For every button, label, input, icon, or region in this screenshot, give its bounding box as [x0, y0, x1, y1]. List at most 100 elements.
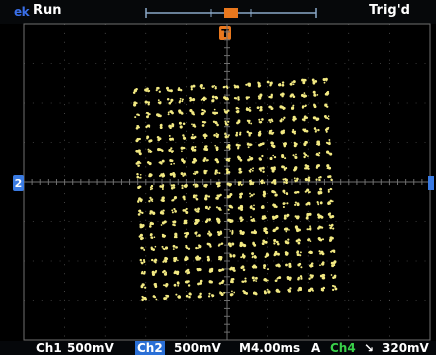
constellation-dot — [235, 106, 239, 110]
constellation-dot — [204, 97, 207, 101]
constellation-dot — [240, 266, 243, 269]
constellation-dot — [296, 217, 298, 220]
constellation-dot — [171, 199, 174, 202]
constellation-dot — [242, 289, 245, 293]
ch2-label[interactable]: Ch2 — [135, 341, 165, 355]
right-level-marker — [428, 176, 434, 190]
constellation-dot — [307, 191, 310, 194]
constellation-dot — [267, 279, 269, 282]
constellation-dot — [169, 137, 172, 141]
constellation-dot — [171, 123, 175, 127]
constellation-dot — [297, 263, 300, 266]
constellation-dot — [248, 121, 251, 124]
timebase-readout[interactable]: M4.00ms — [239, 341, 301, 355]
constellation-dot — [280, 93, 283, 96]
constellation-dot — [284, 144, 287, 147]
constellation-dot — [253, 204, 255, 207]
constellation-dot — [139, 173, 142, 176]
constellation-dot — [165, 271, 168, 274]
constellation-dot — [283, 192, 286, 194]
constellation-dot — [238, 156, 241, 160]
constellation-dot — [153, 236, 156, 239]
constellation-dot — [141, 224, 145, 227]
constellation-dot — [319, 188, 322, 191]
constellation-dot — [157, 148, 161, 152]
constellation-dot — [200, 83, 203, 87]
constellation-dot — [296, 202, 299, 205]
constellation-dot — [147, 114, 150, 116]
ch1-label[interactable]: Ch1 — [36, 341, 62, 355]
constellation-dot — [295, 179, 299, 182]
constellation-dot — [184, 232, 188, 235]
constellation-dot — [266, 252, 269, 256]
constellation-dot — [285, 192, 289, 195]
constellation-dot — [218, 268, 222, 272]
constellation-dot — [215, 196, 218, 200]
constellation-dot — [194, 145, 197, 149]
acquisition-status[interactable]: Run — [33, 3, 62, 18]
record-position-bar[interactable] — [145, 8, 317, 18]
constellation-dot — [206, 159, 209, 162]
constellation-dot — [203, 170, 207, 173]
constellation-dot — [299, 251, 302, 254]
constellation-dot — [305, 203, 308, 206]
constellation-dot — [294, 156, 298, 159]
constellation-dot — [246, 142, 250, 146]
constellation-dot — [285, 181, 288, 185]
constellation-dot — [270, 107, 273, 110]
constellation-dot — [177, 284, 180, 287]
constellation-dot — [294, 203, 297, 206]
constellation-dot — [318, 152, 321, 154]
constellation-dot — [259, 130, 262, 133]
constellation-dot — [225, 134, 228, 137]
constellation-dot — [142, 296, 145, 299]
constellation-dot — [215, 206, 219, 209]
constellation-dot — [207, 295, 211, 298]
constellation-dot — [175, 293, 178, 296]
constellation-dot — [247, 158, 251, 162]
constellation-dot — [166, 86, 169, 90]
constellation-dot — [177, 88, 180, 92]
constellation-dot — [215, 135, 219, 138]
constellation-dot — [284, 157, 287, 160]
constellation-dot — [181, 184, 184, 187]
constellation-dot — [249, 106, 251, 109]
constellation-dot — [269, 81, 273, 85]
constellation-dot — [195, 197, 199, 201]
constellation-dot — [294, 179, 296, 182]
constellation-dot — [319, 252, 322, 255]
constellation-dot — [277, 252, 280, 256]
ch2-ground-marker[interactable]: 2 — [13, 175, 24, 191]
constellation-dot — [164, 297, 168, 300]
constellation-dot — [283, 116, 286, 119]
constellation-dot — [262, 170, 265, 174]
constellation-dot — [173, 197, 177, 200]
constellation-dot — [247, 146, 250, 149]
constellation-dot — [272, 190, 276, 194]
constellation-dot — [218, 207, 221, 210]
constellation-dot — [249, 195, 252, 198]
constellation-dot — [260, 181, 264, 185]
constellation-dot — [317, 215, 321, 219]
constellation-dot — [165, 283, 169, 287]
constellation-dot — [164, 284, 166, 287]
constellation-dot — [198, 256, 202, 260]
constellation-dot — [149, 139, 153, 143]
constellation-dot — [135, 139, 139, 143]
constellation-dot — [173, 220, 177, 224]
constellation-dot — [204, 121, 207, 124]
constellation-dot — [273, 179, 277, 183]
constellation-dot — [244, 279, 247, 283]
trigger-position-marker[interactable]: T — [219, 26, 231, 40]
constellation-dot — [235, 97, 238, 100]
constellation-dot — [251, 207, 253, 209]
constellation-dot — [331, 200, 334, 203]
constellation-dot — [143, 270, 146, 274]
trigger-level[interactable]: 320mV — [382, 341, 429, 355]
constellation-dot — [230, 281, 233, 284]
constellation-dot — [293, 191, 297, 194]
constellation-dot — [325, 79, 328, 82]
constellation-dot — [282, 118, 284, 121]
constellation-dot — [237, 119, 241, 123]
constellation-dot — [249, 168, 253, 171]
